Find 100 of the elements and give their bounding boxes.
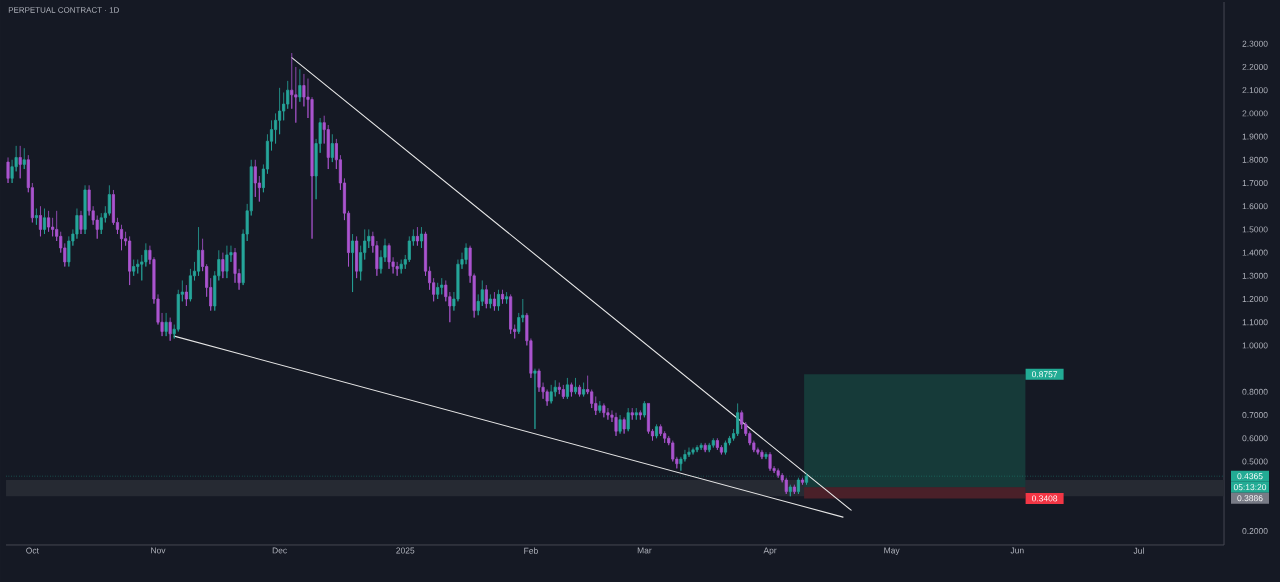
candlestick (298, 68, 302, 103)
y-tick-label: 2.3000 (1242, 40, 1268, 47)
candlestick (128, 235, 132, 286)
candlestick (6, 157, 10, 184)
y-tick-label: 1.0000 (1242, 342, 1268, 349)
candlestick (419, 226, 423, 249)
candlestick (184, 284, 188, 307)
candlestick (415, 226, 419, 247)
y-tick-label: 0.8000 (1242, 388, 1268, 395)
x-tick-label: Oct (26, 547, 39, 554)
candlestick (399, 259, 403, 274)
y-tick-label: 1.7000 (1242, 179, 1268, 186)
candlestick (496, 289, 501, 312)
candlestick (655, 423, 659, 439)
y-tick-label: 2.2000 (1242, 63, 1268, 70)
candlestick (533, 368, 537, 430)
candlestick (492, 291, 496, 312)
candlestick (606, 407, 610, 421)
candlestick (168, 317, 172, 342)
y-tick-label: 1.3000 (1242, 272, 1268, 279)
candlestick (355, 235, 359, 279)
candlestick (736, 403, 740, 437)
candlestick (569, 382, 573, 397)
candlestick (642, 400, 646, 418)
band-label: 0.8757 (1031, 371, 1058, 378)
candlestick (561, 384, 565, 400)
x-tick-label: Mar (637, 547, 652, 554)
x-tick-label: Feb (524, 547, 538, 554)
candlestick (634, 407, 638, 421)
candlestick (22, 147, 26, 170)
candlestick (573, 377, 578, 395)
y-tick-label: 0.6000 (1242, 435, 1268, 442)
candlestick (638, 409, 642, 421)
candlestick (164, 312, 168, 337)
candlestick (800, 477, 805, 486)
x-tick-label: Jul (1133, 547, 1144, 554)
candlestick (505, 291, 509, 305)
candlestick (760, 449, 764, 460)
candlestick (557, 382, 561, 395)
candlestick (614, 412, 618, 437)
candlestick (565, 377, 569, 400)
candlestick (83, 184, 87, 235)
candlestick (602, 403, 606, 418)
candlestick (253, 159, 257, 198)
candlestick (792, 484, 796, 495)
candlestick (764, 451, 768, 460)
x-tick-label: May (884, 547, 900, 556)
candlestick (395, 261, 399, 277)
candlestick (221, 252, 225, 279)
candlestick (804, 472, 809, 486)
band-label: 0.3408 (1031, 495, 1058, 502)
y-tick-label: 1.1000 (1242, 319, 1268, 326)
candlestick (47, 210, 51, 233)
candlestick (578, 384, 582, 397)
candlestick (79, 210, 83, 235)
candlestick (715, 437, 719, 451)
y-tick-label: 1.4000 (1242, 249, 1268, 256)
candlestick (691, 447, 695, 455)
candlestick (132, 259, 136, 277)
candlestick (618, 414, 622, 434)
candlestick (626, 407, 630, 432)
candlestick (351, 233, 355, 293)
candlestick (464, 242, 468, 265)
candlestick (784, 477, 788, 495)
candlestick (582, 382, 586, 397)
candlestick (509, 293, 513, 335)
y-tick-label: 2.1000 (1242, 87, 1268, 94)
candlestick (38, 205, 42, 237)
candlestick (711, 437, 715, 448)
y-tick-label: 1.6000 (1242, 203, 1268, 210)
y-tick-label: 2.0000 (1242, 110, 1268, 117)
candlestick (768, 451, 772, 472)
candlestick (501, 289, 505, 305)
candlestick (723, 440, 727, 455)
text: 05:13:20 (1233, 484, 1267, 491)
candlestick (598, 400, 602, 414)
candlestick (695, 444, 699, 453)
candlestick (549, 384, 553, 404)
candlestick (687, 447, 691, 458)
candlestick (707, 442, 711, 453)
candlestick (436, 282, 440, 300)
candlestick (330, 133, 334, 163)
candlestick (18, 145, 22, 179)
y-tick-label: 1.2000 (1242, 296, 1268, 302)
candlestick (703, 442, 707, 453)
candlestick (197, 226, 201, 277)
candlestick (796, 477, 800, 495)
x-tick-label: Dec (272, 547, 287, 554)
candlestick (699, 442, 703, 451)
y-tick-label: 0.7000 (1242, 412, 1268, 419)
x-tick-label: 2025 (396, 547, 415, 554)
candlestick (225, 245, 229, 279)
candlestick (630, 407, 634, 421)
candlestick (42, 208, 47, 235)
candlestick (776, 468, 780, 479)
candlestick (622, 416, 626, 434)
candlestick (387, 242, 391, 270)
candlestick (488, 293, 492, 309)
candlestick (484, 284, 488, 309)
y-tick-label: 0.5000 (1242, 458, 1268, 465)
